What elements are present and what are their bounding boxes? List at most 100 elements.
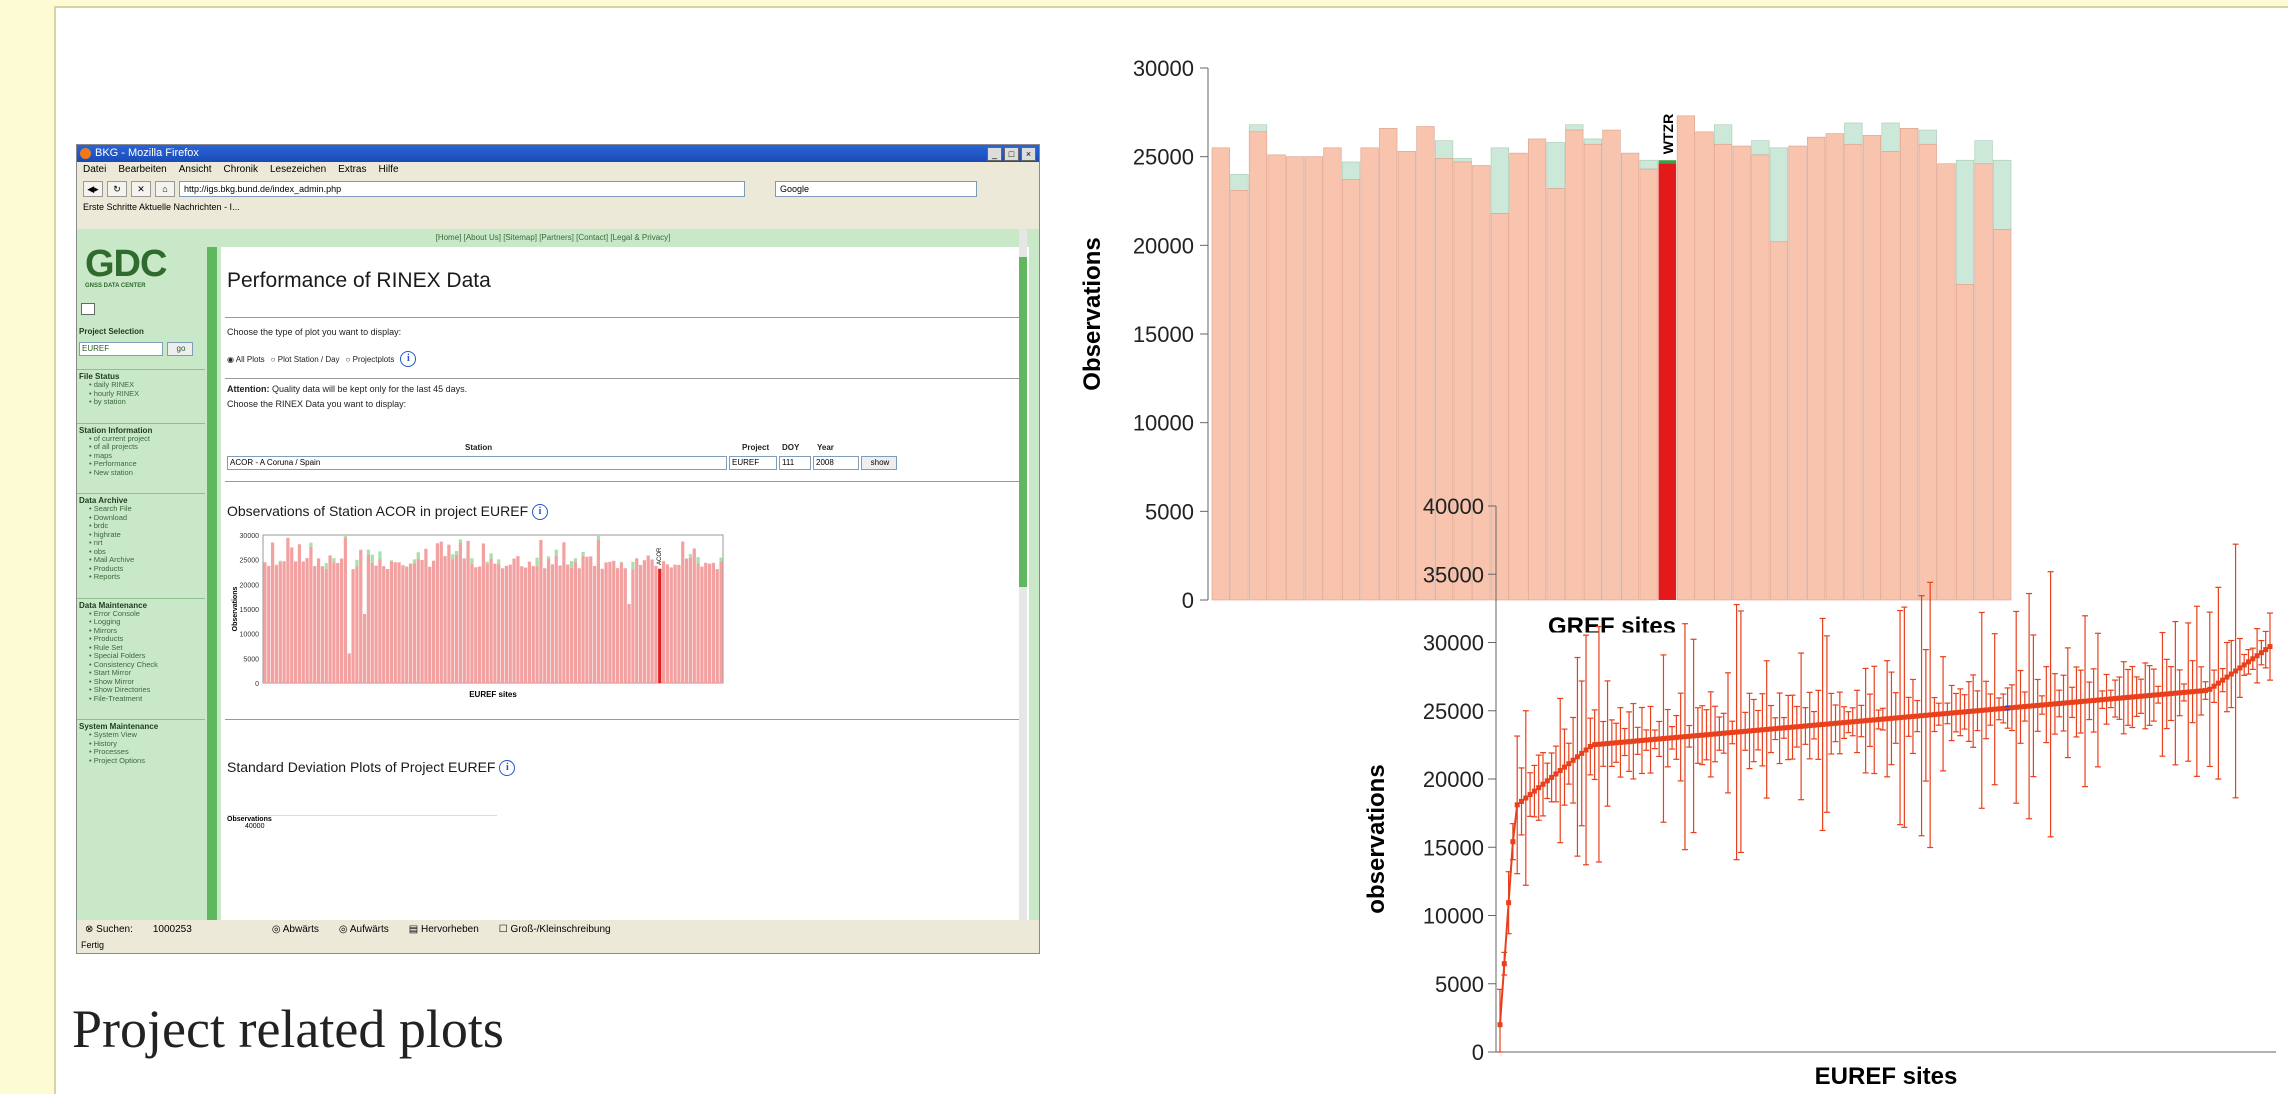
logo-text: GDC [85, 245, 165, 283]
minimize-icon[interactable]: _ [987, 147, 1002, 161]
menu-item-ansicht[interactable]: Ansicht [179, 162, 212, 178]
divider [225, 481, 1021, 482]
menu-item-hilfe[interactable]: Hilfe [379, 162, 399, 178]
bar-extra [535, 558, 538, 566]
project-selection: Project Selection EUREF go [77, 325, 205, 356]
find-highlight-button[interactable]: ▤ Hervorheben [409, 924, 479, 935]
attention-note: Attention: Quality data will be kept onl… [227, 384, 467, 394]
bar-extra [719, 558, 722, 562]
reload-icon[interactable]: ↻ [107, 181, 127, 197]
menu-item-lesezeichen[interactable]: Lesezeichen [270, 162, 326, 178]
stop-icon[interactable]: ✕ [131, 181, 151, 197]
bar-extra [497, 559, 500, 564]
page-scrollbar[interactable] [1019, 229, 1027, 920]
bar [501, 568, 504, 683]
bar [447, 545, 450, 683]
bar [478, 567, 481, 683]
bar [677, 565, 680, 683]
bar [539, 540, 542, 683]
bar [497, 564, 500, 683]
home-icon[interactable]: ⌂ [155, 181, 175, 197]
year-dropdown[interactable]: 2008 [813, 456, 859, 470]
bar-extra [696, 557, 699, 563]
col-doy: DOY [782, 443, 799, 452]
bar [520, 566, 523, 683]
bar [547, 559, 550, 683]
bar [394, 562, 397, 683]
bar [486, 564, 489, 683]
sidebar-scroll-bar[interactable] [207, 229, 217, 920]
doy-dropdown[interactable]: 111 [779, 456, 811, 470]
bar [574, 562, 577, 683]
sidebar-item[interactable]: • Project Options [77, 757, 205, 766]
divider [225, 719, 1021, 720]
bar [1249, 132, 1267, 600]
bar-extra [459, 539, 462, 542]
find-down-button[interactable]: ◎ Abwärts [272, 924, 319, 935]
find-up-button[interactable]: ◎ Aufwärts [339, 924, 389, 935]
sidebar-item[interactable]: • by station [77, 398, 205, 407]
menu-item-bearbeiten[interactable]: Bearbeiten [118, 162, 166, 178]
menu-item-chronik[interactable]: Chronik [224, 162, 258, 178]
bar [328, 555, 331, 683]
top-links[interactable]: [Home] [About Us] [Sitemap] [Partners] [… [77, 229, 1029, 247]
bar-extra [1919, 130, 1937, 144]
sidebar-section: Data Archive• Search File• Download• brd… [77, 493, 205, 582]
y-tick-label: 0 [1182, 588, 1194, 613]
menu-item-datei[interactable]: Datei [83, 162, 106, 178]
x-axis-label: EUREF sites [1815, 1063, 1958, 1088]
project-select[interactable]: EUREF [79, 342, 163, 356]
info-icon[interactable]: i [400, 351, 416, 367]
url-input[interactable]: http://igs.bkg.bund.de/index_admin.php [179, 181, 745, 197]
y-tick-label: 20000 [1423, 767, 1484, 792]
bar [313, 566, 316, 683]
radio-projectplots[interactable]: ○ Projectplots [346, 355, 395, 364]
bar [551, 564, 554, 683]
highlight-label: ACOR [657, 547, 663, 565]
menu-item-extras[interactable]: Extras [338, 162, 366, 178]
bar-extra [1547, 142, 1565, 188]
find-input[interactable]: 1000253 [153, 924, 192, 935]
plot-area [263, 535, 723, 683]
show-button[interactable]: show [861, 456, 897, 470]
bar [1324, 148, 1342, 600]
close-icon[interactable]: × [1021, 147, 1036, 161]
bar-extra [620, 562, 623, 563]
bar [524, 568, 527, 683]
sidebar-item[interactable]: • Reports [77, 573, 205, 582]
bar-extra [355, 560, 358, 567]
maximize-icon[interactable]: □ [1004, 147, 1019, 161]
bar-extra [1491, 148, 1509, 214]
search-input[interactable]: Google [775, 181, 977, 197]
scrollbar-thumb[interactable] [1019, 257, 1027, 587]
station-select[interactable]: ACOR - A Coruna / Spain [227, 456, 727, 470]
bookmarks-bar[interactable]: Erste Schritte Aktuelle Nachrichten - I.… [77, 200, 1039, 214]
bar [305, 558, 308, 683]
bar-extra [1231, 174, 1249, 190]
bar-extra [489, 553, 492, 558]
bar [1231, 190, 1249, 600]
match-case-checkbox[interactable]: ☐ Groß-/Kleinschreibung [499, 924, 611, 935]
project-dropdown[interactable]: EUREF [729, 456, 777, 470]
radio-plot-station-day[interactable]: ○ Plot Station / Day [271, 355, 340, 364]
bar [647, 555, 650, 683]
col-project: Project [742, 443, 769, 452]
info-icon[interactable]: i [532, 504, 548, 520]
go-button[interactable]: go [167, 342, 193, 356]
sidebar-item[interactable]: • New station [77, 469, 205, 478]
bar [612, 561, 615, 683]
bar [708, 564, 711, 683]
bar [589, 556, 592, 683]
back-icon[interactable]: ◀▸ [83, 181, 103, 197]
bar [1305, 157, 1323, 600]
radio-all-plots[interactable]: ◉ All Plots [227, 355, 265, 364]
info-icon[interactable]: i [499, 760, 515, 776]
bar [558, 565, 561, 683]
bar [267, 566, 270, 683]
collapse-icon[interactable] [81, 303, 95, 315]
bar [436, 543, 439, 683]
bar-extra [1975, 141, 1993, 164]
bar [417, 559, 420, 683]
bar [604, 562, 607, 683]
sidebar-item[interactable]: • File-Treatment [77, 695, 205, 704]
